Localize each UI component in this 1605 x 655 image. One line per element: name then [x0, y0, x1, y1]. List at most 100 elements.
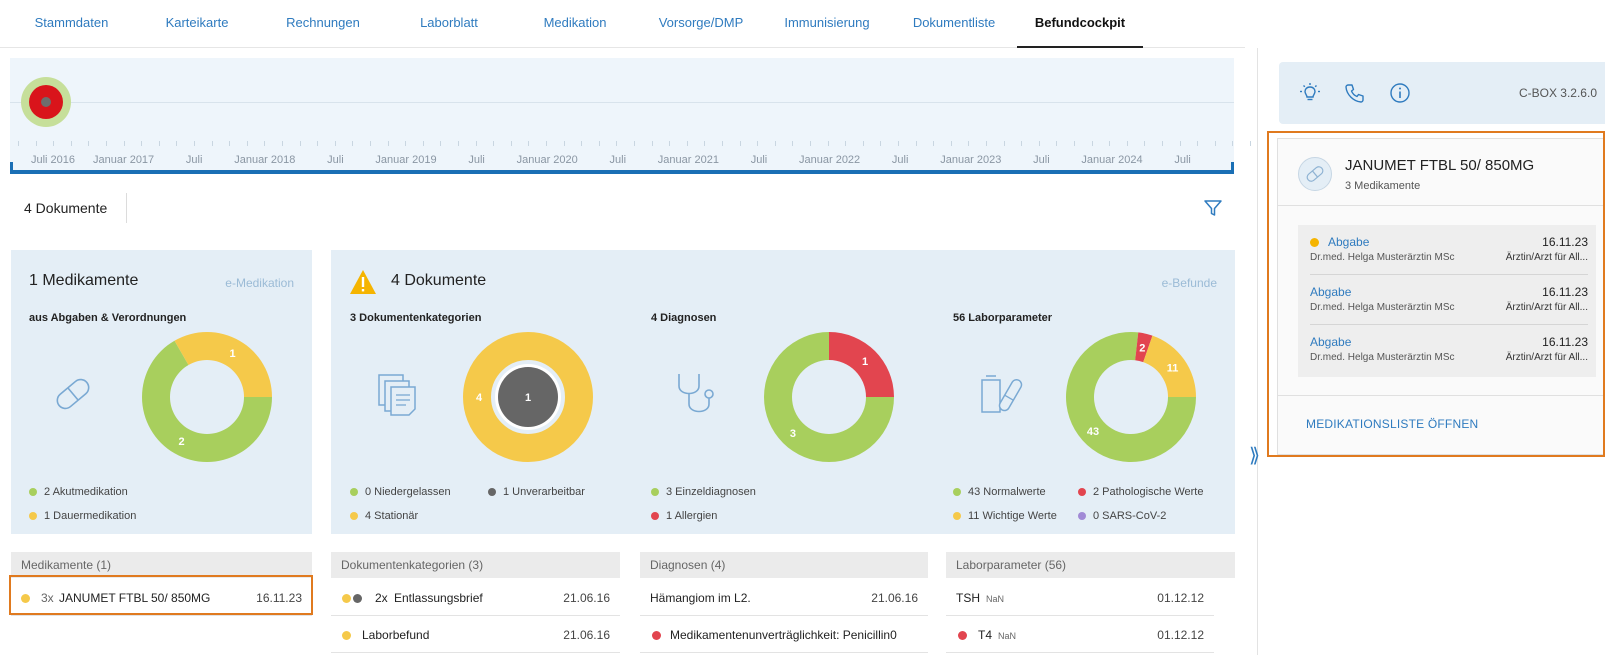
legend-text: 1 Dauermedikation: [44, 510, 137, 522]
tab-stammdaten[interactable]: Stammdaten: [34, 15, 109, 30]
timeline-event-marker-dot: [41, 97, 51, 107]
list-item[interactable]: 3x JANUMET FTBL 50/ 850MG 16.11.23: [11, 580, 312, 616]
medication-entry-label[interactable]: Abgabe: [1328, 235, 1370, 249]
donut-segment[interactable]: [764, 332, 894, 462]
timeline-range-bar[interactable]: [10, 170, 1234, 174]
timeline-tick: [528, 141, 530, 146]
legend-text: 0 Niedergelassen: [365, 486, 451, 498]
timeline-tick: [246, 141, 248, 146]
legend-dot: [953, 488, 961, 496]
timeline-tick: [1144, 141, 1146, 146]
donut-segment[interactable]: [142, 340, 272, 462]
list-item[interactable]: Hämangiom im L2. 21.06.16: [640, 580, 928, 616]
open-medication-list-link[interactable]: MEDIKATIONSLISTE ÖFFNEN: [1306, 417, 1479, 431]
legend-allergien: 1 Allergien: [651, 510, 717, 522]
collapse-panel-button[interactable]: ⟫: [1249, 445, 1261, 467]
medikamente-list-header: Medikamente (1): [11, 552, 312, 578]
medication-entry[interactable]: Abgabe 16.11.23 Dr.med. Helga Musterärzt…: [1310, 275, 1588, 325]
tab-befundcockpit[interactable]: Befundcockpit: [1017, 0, 1143, 48]
list-item-value: NaN: [986, 594, 1005, 604]
status-dot: [353, 594, 362, 603]
list-item[interactable]: Laborbefund 21.06.16: [331, 617, 620, 653]
timeline-tick: [141, 141, 143, 146]
timeline-event-marker[interactable]: [21, 77, 71, 127]
timeline-tick: [211, 141, 213, 146]
timeline-range-handle-right[interactable]: [1231, 162, 1234, 174]
tab-dokumentliste[interactable]: Dokumentliste: [912, 15, 996, 30]
medikamente-card-subtitle: aus Abgaben & Verordnungen: [29, 312, 187, 324]
legend-dot: [1078, 488, 1086, 496]
e-befunde-link[interactable]: e-Befunde: [1161, 276, 1217, 290]
stethoscope-icon: [678, 374, 714, 413]
tab-vorsorge-dmp[interactable]: Vorsorge/DMP: [658, 15, 744, 30]
list-item[interactable]: 2x Entlassungsbrief 21.06.16: [331, 580, 620, 616]
kategorien-inner-label: 1: [525, 392, 531, 404]
tab-immunisierung[interactable]: Immunisierung: [784, 15, 870, 30]
donut-segment-label: 1: [862, 356, 868, 368]
timeline-tick: [458, 141, 459, 146]
dokumentenkategorien-list-header: Dokumentenkategorien (3): [331, 552, 620, 578]
timeline-tick: [1056, 141, 1058, 146]
e-medikation-link[interactable]: e-Medikation: [225, 276, 294, 290]
timeline-tick: [334, 141, 336, 146]
list-item-date: 21.06.16: [563, 591, 610, 605]
timeline-tick: [810, 141, 811, 146]
info-icon[interactable]: [1389, 82, 1411, 104]
kategorien-outer-label: 4: [476, 392, 483, 404]
legend-text: 11 Wichtige Werte: [968, 510, 1057, 522]
list-item[interactable]: T4 NaN 01.12.12: [946, 617, 1214, 653]
legend-dot: [651, 512, 659, 520]
timeline-tick: [739, 141, 741, 146]
donut-segment[interactable]: [174, 332, 273, 397]
timeline[interactable]: Juli 2016 Januar 2017 Juli Januar 2018 Juli J…: [10, 58, 1269, 174]
medication-entry-label[interactable]: Abgabe: [1310, 335, 1352, 349]
timeline-tick: [968, 141, 970, 146]
timeline-tick: [387, 141, 389, 146]
timeline-tick: [915, 141, 917, 146]
tab-rechnungen[interactable]: Rechnungen: [286, 15, 360, 30]
timeline-tick: [986, 141, 987, 146]
list-item-date: 21.06.16: [563, 628, 610, 642]
timeline-tick: [18, 141, 19, 146]
lab-icon: [981, 375, 1023, 413]
donut-segment[interactable]: [1135, 332, 1153, 363]
medikamente-donut-chart: 21: [142, 332, 273, 462]
timeline-label: Januar 2022: [799, 154, 861, 166]
timeline-label: Juli: [185, 154, 203, 166]
list-item-count: 2x: [375, 591, 388, 605]
list-item[interactable]: TSH NaN 01.12.12: [946, 580, 1214, 616]
timeline-label: Juli 2016: [30, 154, 76, 166]
medication-title: JANUMET FTBL 50/ 850MG: [1345, 157, 1535, 174]
timeline-tick: [510, 141, 512, 146]
lightbulb-icon[interactable]: [1299, 82, 1321, 104]
filter-icon[interactable]: [1203, 198, 1223, 218]
medication-entry-label[interactable]: Abgabe: [1310, 285, 1352, 299]
tab-medikation[interactable]: Medikation: [543, 15, 607, 30]
legend-dot: [29, 512, 37, 520]
timeline-tick: [1179, 141, 1181, 146]
legend-text: 4 Stationär: [365, 510, 419, 522]
donut-segment[interactable]: [829, 332, 894, 397]
phone-icon[interactable]: [1344, 82, 1366, 104]
list-item-count: 3x: [41, 591, 54, 605]
timeline-range-handle-left[interactable]: [10, 162, 13, 174]
legend-text: 2 Akutmedikation: [44, 486, 128, 498]
list-item-label: TSH: [956, 591, 980, 605]
timeline-tick: [422, 141, 424, 146]
timeline-tick: [563, 141, 565, 146]
tab-laborblatt[interactable]: Laborblatt: [420, 15, 478, 30]
medication-entry[interactable]: Abgabe 16.11.23 Dr.med. Helga Musterärzt…: [1310, 325, 1588, 375]
donut-segment[interactable]: [1066, 332, 1196, 462]
timeline-tick: [722, 141, 723, 146]
medication-entry[interactable]: Abgabe 16.11.23 Dr.med. Helga Musterärzt…: [1310, 225, 1588, 275]
list-item[interactable]: Medikamentenunverträglichkeit: Penicilli…: [640, 617, 928, 653]
legend-einzeldiagnosen: 3 Einzeldiagnosen: [651, 486, 756, 498]
legend-unverarbeitbar: 1 Unverarbeitbar: [488, 486, 585, 498]
timeline-tick: [370, 141, 371, 146]
timeline-tick: [686, 141, 688, 146]
timeline-tick: [405, 141, 407, 146]
timeline-tick: [317, 141, 319, 146]
medication-avatar: [1298, 157, 1332, 191]
donut-segment[interactable]: [1143, 335, 1196, 397]
tab-karteikarte[interactable]: Karteikarte: [165, 15, 229, 30]
